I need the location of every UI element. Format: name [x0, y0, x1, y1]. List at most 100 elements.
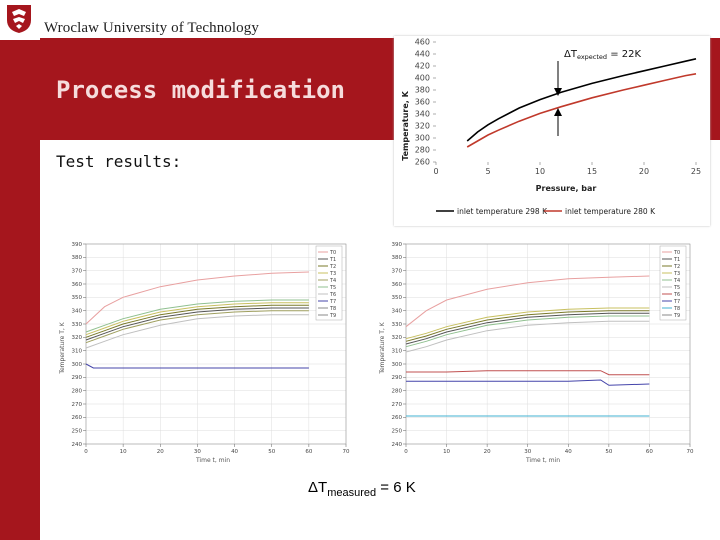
y-tick-label: 380: [392, 255, 403, 261]
x-tick-label: 60: [646, 449, 653, 455]
y-tick-label: 340: [392, 309, 403, 315]
x-axis-label: Pressure, bar: [536, 184, 597, 193]
y-tick-label: 350: [72, 295, 83, 301]
y-tick-label: 440: [415, 50, 430, 59]
series-line-3: [85, 304, 309, 338]
legend-label-280: inlet temperature 280 K: [565, 207, 656, 216]
y-tick-label: 360: [415, 98, 430, 107]
x-tick-label: 5: [485, 167, 490, 176]
slide-subtitle: Test results:: [56, 152, 182, 171]
arrowhead-upper: [554, 88, 562, 96]
x-axis-label: Time t, min: [525, 457, 560, 464]
legend-box: [659, 245, 687, 321]
legend-label: T6: [329, 292, 336, 298]
legend-label: T3: [673, 271, 680, 277]
legend-label: T5: [673, 285, 680, 291]
legend-label: T2: [673, 264, 680, 270]
series-line-1: [85, 271, 309, 325]
series-line-4: [405, 307, 650, 340]
delta-t-measured: ΔTmeasured = 6 K: [308, 479, 416, 499]
y-tick-label: 340: [415, 110, 430, 119]
university-name: Wroclaw University of Technology: [44, 20, 259, 36]
y-tick-label: 300: [392, 362, 403, 368]
legend-label: T4: [673, 278, 680, 284]
x-tick-label: 30: [524, 449, 531, 455]
legend-label-298: inlet temperature 298 K: [457, 207, 548, 216]
arrowhead-lower: [554, 108, 562, 116]
x-tick-label: 70: [343, 449, 350, 455]
series-line-2: [85, 307, 309, 341]
test-chart-right-panel: 0 10 20 30 40 50 60 70 240 250 260 270 280 290 300 310 3…: [378, 238, 696, 466]
series-line-2: [405, 312, 650, 345]
x-tick-label: 25: [691, 167, 701, 176]
y-tick-label: 390: [72, 242, 83, 248]
test-results-chart-right: 0 10 20 30 40 50 60 70 240 250 260 270 280 290 300 310 3…: [379, 242, 694, 464]
legend-label: T8: [329, 306, 336, 312]
legend-label: T3: [329, 271, 336, 277]
test-chart-left-panel: 0 10 20 30 40 50 60 70 240 250 260 270 280 290 300 310 3…: [58, 238, 354, 466]
x-tick-label: 30: [194, 449, 201, 455]
series-line-4: [85, 302, 309, 336]
legend-label: T6: [673, 292, 680, 298]
legend-label: T8: [673, 306, 680, 312]
legend-label: T7: [329, 299, 336, 305]
legend-label: T4: [329, 278, 336, 284]
y-tick-label: 350: [392, 295, 403, 301]
y-tick-label: 240: [392, 442, 403, 448]
y-tick-label: 250: [392, 429, 403, 435]
legend-label: T1: [329, 257, 336, 263]
series-line-1: [405, 275, 650, 328]
legend-label: T7: [673, 299, 680, 305]
y-tick-label: 280: [415, 146, 430, 155]
y-tick-label: 360: [392, 282, 403, 288]
y-tick-label: 260: [72, 415, 83, 421]
y-tick-label: 370: [72, 269, 83, 275]
series-line-6: [405, 320, 650, 353]
y-tick-label: 320: [392, 335, 403, 341]
x-tick-label: 70: [687, 449, 694, 455]
x-tick-label: 0: [404, 449, 408, 455]
y-tick-label: 300: [415, 134, 430, 143]
pressure-temperature-chart: 0 5 10 15 20 25 260 280 300 320 340 360 380 400 420 440…: [401, 38, 701, 216]
x-tick-label: 0: [433, 167, 438, 176]
y-tick-label: 310: [392, 349, 403, 355]
series-line-7: [85, 314, 309, 349]
series-line-7: [406, 370, 650, 376]
y-tick-label: 330: [392, 322, 403, 328]
brand-side-bar: [0, 0, 40, 540]
test-results-chart-left: 0 10 20 30 40 50 60 70 240 250 260 270 280 290 300 310 3…: [59, 242, 350, 464]
header-bar: Wroclaw University of Technology: [0, 0, 720, 40]
x-tick-label: 50: [268, 449, 275, 455]
plot-frame: [85, 243, 347, 445]
y-axis-label: Temperature T, K: [379, 321, 386, 374]
delta-t-expected: ΔTexpected = 22K: [564, 49, 642, 61]
y-tick-label: 360: [72, 282, 83, 288]
x-tick-label: 20: [484, 449, 491, 455]
y-tick-label: 240: [72, 442, 83, 448]
y-tick-label: 310: [72, 349, 83, 355]
y-tick-label: 280: [72, 389, 83, 395]
y-tick-label: 300: [72, 362, 83, 368]
y-tick-label: 290: [72, 375, 83, 381]
y-tick-label: 320: [72, 335, 83, 341]
y-tick-label: 380: [415, 86, 430, 95]
x-tick-label: 10: [535, 167, 545, 176]
y-tick-label: 280: [392, 389, 403, 395]
series-line-1: [466, 58, 697, 142]
y-tick-label: 270: [392, 402, 403, 408]
y-tick-label: 370: [392, 269, 403, 275]
x-tick-label: 15: [587, 167, 597, 176]
x-axis-label: Time t, min: [195, 457, 230, 464]
x-tick-label: 40: [565, 449, 572, 455]
y-tick-label: 260: [392, 415, 403, 421]
y-tick-label: 400: [415, 74, 430, 83]
y-tick-label: 250: [72, 429, 83, 435]
x-tick-label: 10: [120, 449, 127, 455]
x-tick-label: 50: [605, 449, 612, 455]
y-tick-label: 460: [415, 38, 430, 47]
plot-frame: [405, 243, 691, 445]
y-tick-label: 380: [72, 255, 83, 261]
x-tick-label: 60: [305, 449, 312, 455]
y-axis-label: Temperature, K: [401, 90, 410, 160]
x-tick-label: 0: [84, 449, 88, 455]
